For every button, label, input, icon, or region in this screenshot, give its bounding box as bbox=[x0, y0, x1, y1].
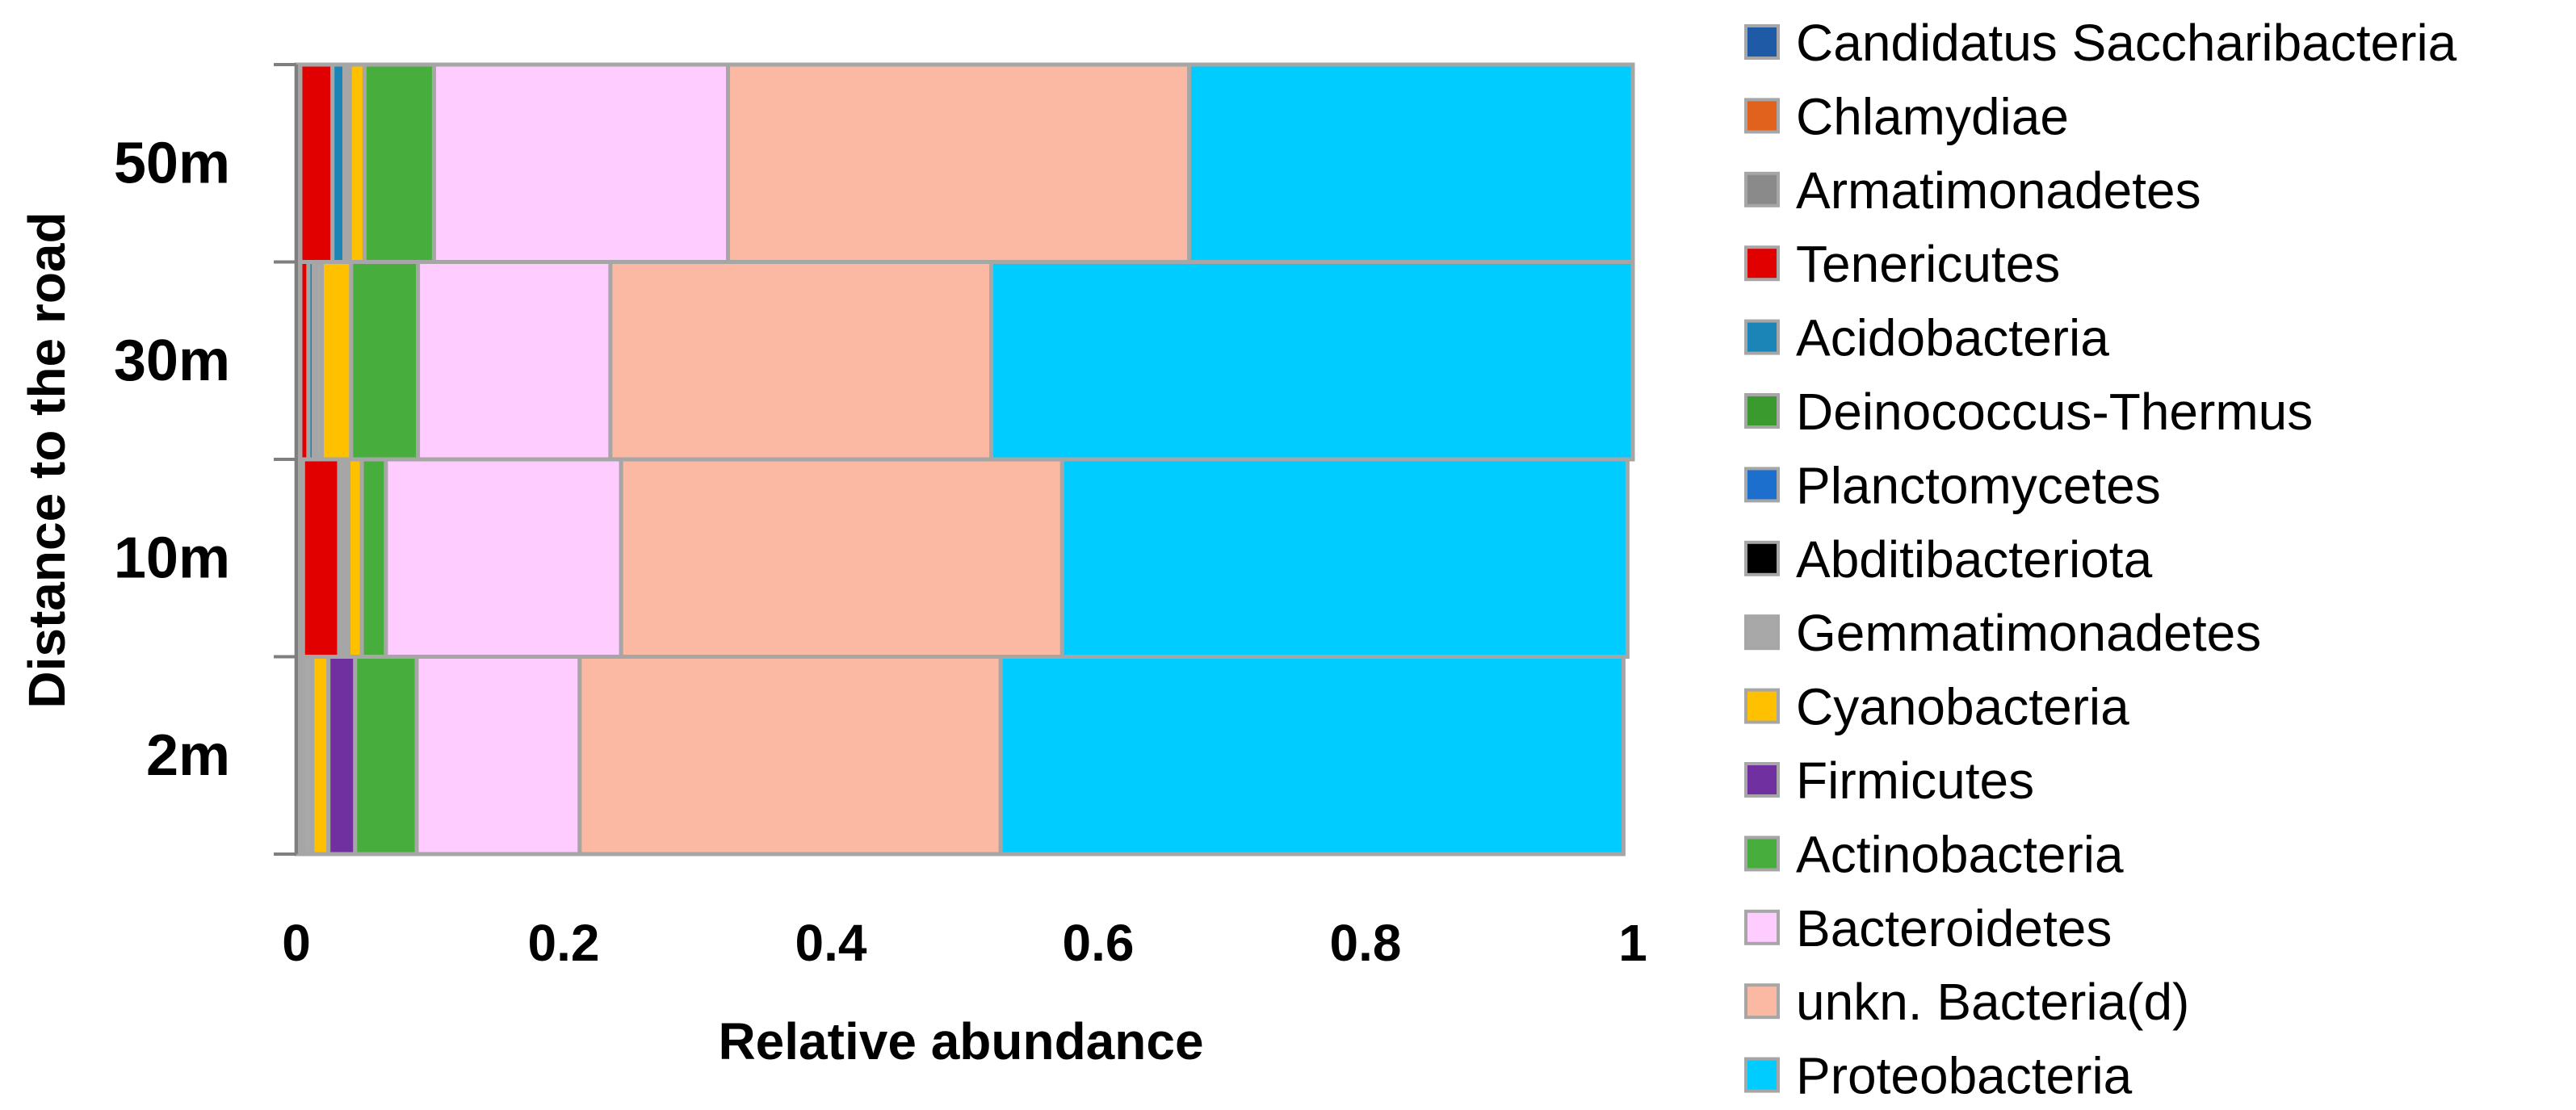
legend-swatch-acidobacteria bbox=[1744, 319, 1780, 355]
x-tick-label-0: 0 bbox=[282, 914, 311, 972]
bar-segment-50m-bacteroidetes bbox=[431, 62, 731, 264]
legend-label-actinobacteria: Actinobacteria bbox=[1796, 825, 2124, 883]
legend-label-chlamydiae: Chlamydiae bbox=[1796, 87, 2069, 145]
bar-segment-10m-bacteroidetes bbox=[384, 457, 623, 659]
legend-label-firmicutes: Firmicutes bbox=[1796, 752, 2034, 810]
bar-segment-10m-tenericutes bbox=[300, 457, 342, 659]
bar-segment-30m-proteobacteria bbox=[989, 260, 1635, 462]
legend-label-unkn-bacteria-d-: unkn. Bacteria(d) bbox=[1796, 973, 2189, 1031]
legend-swatch-candidatus-saccharibacteria bbox=[1744, 24, 1780, 60]
x-tick-label-1: 1 bbox=[1618, 914, 1647, 972]
legend-label-bacteroidetes: Bacteroidetes bbox=[1796, 899, 2112, 957]
legend-swatch-chlamydiae bbox=[1744, 98, 1780, 134]
bar-segment-50m-cyanobacteria bbox=[347, 62, 367, 264]
bar-segment-50m-tenericutes bbox=[298, 62, 335, 264]
bar-segment-30m-unkn-bacteria-d- bbox=[608, 260, 994, 462]
legend-label-planctomycetes: Planctomycetes bbox=[1796, 456, 2161, 514]
bar-segment-10m-unkn-bacteria-d- bbox=[619, 457, 1064, 659]
bar-segment-50m-actinobacteria bbox=[362, 62, 436, 264]
legend-swatch-bacteroidetes bbox=[1744, 909, 1780, 945]
bar-segment-30m-actinobacteria bbox=[349, 260, 421, 462]
legend-swatch-abditibacteriota bbox=[1744, 540, 1780, 576]
bar-segment-2m-actinobacteria bbox=[353, 655, 419, 857]
bar-segment-2m-bacteroidetes bbox=[414, 655, 582, 857]
bar-segment-2m-unkn-bacteria-d- bbox=[577, 655, 1003, 857]
x-axis-title: Relative abundance bbox=[718, 1012, 1203, 1070]
legend-swatch-unkn-bacteria-d- bbox=[1744, 983, 1780, 1020]
y-tick-label-10m: 10m bbox=[114, 526, 230, 590]
x-tick-label-0.2: 0.2 bbox=[528, 914, 600, 972]
legend-label-acidobacteria: Acidobacteria bbox=[1796, 309, 2109, 367]
bar-segment-50m-proteobacteria bbox=[1187, 62, 1635, 264]
y-tick-label-50m: 50m bbox=[114, 131, 230, 195]
x-tick-label-0.6: 0.6 bbox=[1063, 914, 1135, 972]
x-tick-label-0.8: 0.8 bbox=[1330, 914, 1402, 972]
bar-segment-2m-proteobacteria bbox=[998, 655, 1626, 857]
legend-swatch-tenericutes bbox=[1744, 245, 1780, 282]
legend-label-abditibacteriota: Abditibacteriota bbox=[1796, 530, 2153, 589]
y-tick-label-2m: 2m bbox=[146, 723, 230, 788]
bars-layer bbox=[294, 62, 1635, 857]
bar-segment-2m-firmicutes bbox=[326, 655, 358, 857]
bar-segment-2m-cyanobacteria bbox=[310, 655, 331, 857]
legend-label-gemmatimonadetes: Gemmatimonadetes bbox=[1796, 604, 2261, 662]
legend-label-proteobacteria: Proteobacteria bbox=[1796, 1047, 2133, 1105]
legend-swatch-armatimonadetes bbox=[1744, 171, 1780, 207]
legend-label-candidatus-saccharibacteria: Candidatus Saccharibacteria bbox=[1796, 14, 2457, 72]
legend-label-deinococcus-thermus: Deinococcus-Thermus bbox=[1796, 383, 2313, 441]
bar-segment-50m-unkn-bacteria-d- bbox=[726, 62, 1192, 264]
legend-swatch-proteobacteria bbox=[1744, 1057, 1780, 1093]
legend-label-tenericutes: Tenericutes bbox=[1796, 235, 2060, 293]
axes-layer: 2m 10m 30m 50m 0 0.2 0.4 0.6 0.8 1 bbox=[114, 63, 1647, 972]
legend-swatch-planctomycetes bbox=[1744, 467, 1780, 503]
bar-segment-30m-bacteroidetes bbox=[416, 260, 613, 462]
bar-segment-10m-actinobacteria bbox=[359, 457, 388, 659]
legend-swatch-actinobacteria bbox=[1744, 836, 1780, 872]
bar-segment-10m-proteobacteria bbox=[1059, 457, 1630, 659]
legend-swatch-cyanobacteria bbox=[1744, 688, 1780, 724]
x-tick-label-0.4: 0.4 bbox=[795, 914, 867, 972]
legend-label-armatimonadetes: Armatimonadetes bbox=[1796, 161, 2201, 220]
y-axis-title: Distance to the road bbox=[18, 212, 76, 708]
legend-swatch-deinococcus-thermus bbox=[1744, 393, 1780, 429]
legend: Candidatus Saccharibacteria Chlamydiae Arm… bbox=[1744, 14, 2457, 1105]
legend-label-cyanobacteria: Cyanobacteria bbox=[1796, 678, 2129, 736]
legend-swatch-gemmatimonadetes bbox=[1744, 614, 1780, 651]
bar-segment-30m-cyanobacteria bbox=[319, 260, 354, 462]
y-tick-label-30m: 30m bbox=[114, 329, 230, 393]
legend-swatch-firmicutes bbox=[1744, 762, 1780, 798]
